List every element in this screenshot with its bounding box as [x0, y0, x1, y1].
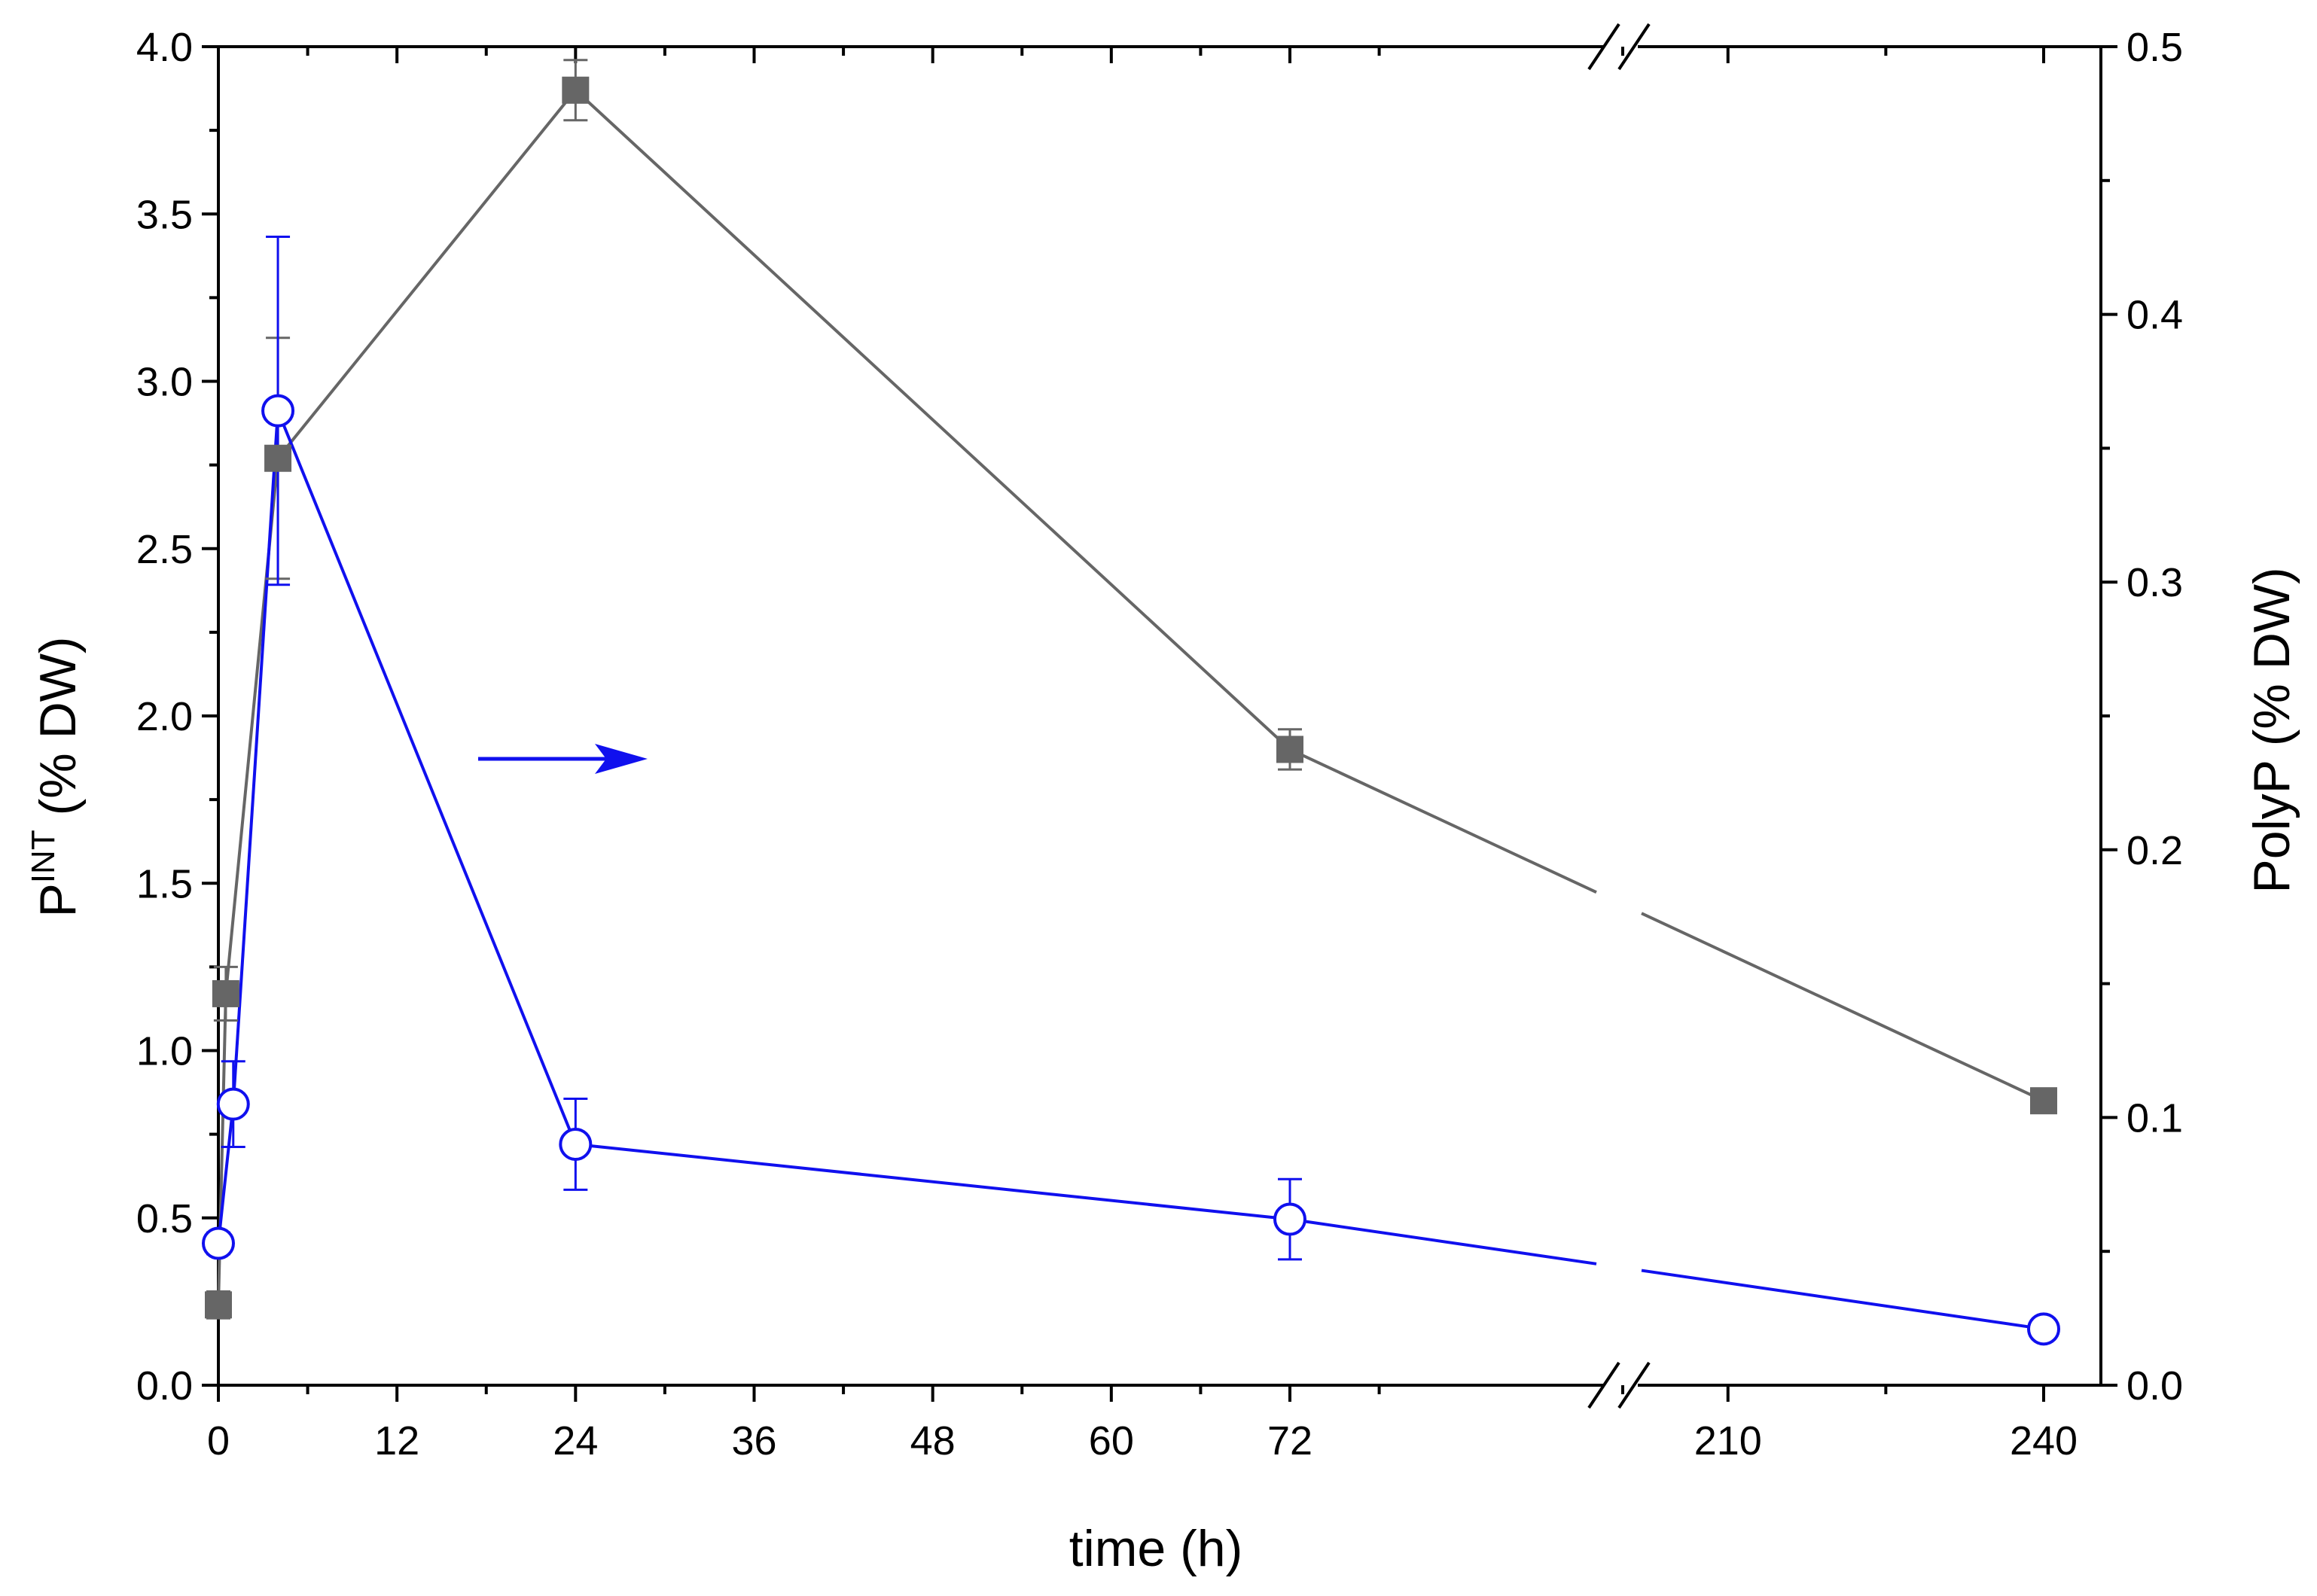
y-left-tick-label: 0.5 [136, 1196, 193, 1241]
x-tick-label: 24 [553, 1418, 598, 1464]
series-1-marker-square [212, 979, 239, 1007]
x-tick-label: 12 [374, 1418, 419, 1464]
series-2-line-segment [575, 1142, 1291, 1221]
y-right-tick-label: 0.0 [2126, 1363, 2183, 1409]
series-2-line-segment [1641, 1269, 2044, 1331]
x-tick-label: 210 [1694, 1418, 1762, 1464]
series-2-marker-circle [559, 1127, 593, 1161]
axis-break-mark-bottom-2 [1617, 1361, 1651, 1409]
series-2-line-segment [231, 410, 280, 1104]
series-1-marker-square [1276, 736, 1303, 763]
y-left-title-main: P [29, 883, 87, 917]
annotations [478, 744, 648, 774]
y-left-tick-label: 2.0 [136, 694, 193, 739]
x-axis-title: time (h) [1069, 1520, 1242, 1577]
series-1-line-segment [1289, 748, 1597, 894]
x-tick-label: 36 [731, 1418, 776, 1464]
y-right-tick-label: 0.5 [2126, 25, 2183, 70]
series-1-marker-square [264, 444, 292, 472]
x-tick-label: 0 [207, 1418, 230, 1464]
series-1-marker-square [562, 76, 590, 104]
right-arrow-head [595, 744, 648, 774]
y-left-title-rest: (% DW) [29, 636, 87, 830]
axis-break-mark-bottom-1 [1587, 1361, 1620, 1409]
x-tick-label: 60 [1089, 1418, 1134, 1464]
y-left-tick-label: 3.0 [136, 360, 193, 405]
y-left-tick-label: 0.0 [136, 1363, 193, 1409]
series-2-marker-circle [2027, 1312, 2060, 1346]
data-markers [202, 76, 2060, 1346]
series-2-marker-circle [1273, 1202, 1306, 1236]
y-left-tick-label: 3.5 [136, 192, 193, 237]
series-2-marker-circle [202, 1226, 235, 1260]
y-left-title-sup: INT [25, 830, 62, 883]
error-bars [206, 59, 2056, 1339]
y-left-tick-label: 4.0 [136, 25, 193, 70]
series-1-line-segment [276, 89, 577, 459]
series-2-line-segment [217, 1104, 235, 1244]
series-1-line-segment [1641, 912, 2044, 1102]
series-1-line-segment [574, 89, 1291, 751]
series-2-marker-circle [216, 1087, 250, 1121]
plot-frame [217, 23, 2102, 1409]
series-1-marker-square [205, 1291, 232, 1319]
y-right-tick-label: 0.2 [2126, 828, 2183, 873]
series-2-marker-circle [261, 394, 295, 428]
y-axis-left-title: PINT (% DW) [25, 636, 87, 917]
axis-ticks [202, 45, 2117, 1402]
y-right-tick-label: 0.3 [2126, 560, 2183, 605]
x-tick-label: 240 [2010, 1418, 2078, 1464]
axis-break-mark-top-1 [1587, 23, 1620, 71]
series-2-line-segment [1289, 1217, 1597, 1266]
x-tick-label: 72 [1267, 1418, 1312, 1464]
x-tick-label: 48 [910, 1418, 956, 1464]
series-lines [217, 89, 2044, 1331]
y-left-tick-label: 1.5 [136, 861, 193, 906]
y-axis-right-title: PolyP (% DW) [2243, 567, 2300, 893]
axis-break-mark-top-2 [1617, 23, 1651, 71]
y-left-tick-label: 1.0 [136, 1029, 193, 1074]
tick-labels: 0.0 0.5 1.0 1.5 2.0 2.5 3.0 3.5 4.0 0.0 0.1 0.2 0.3 0… [136, 25, 2183, 1464]
series-2-line-segment [276, 410, 578, 1145]
y-right-tick-label: 0.4 [2126, 293, 2183, 338]
y-right-tick-label: 0.1 [2126, 1095, 2183, 1141]
y-left-tick-label: 2.5 [136, 527, 193, 572]
series-1-marker-square [2030, 1087, 2057, 1115]
